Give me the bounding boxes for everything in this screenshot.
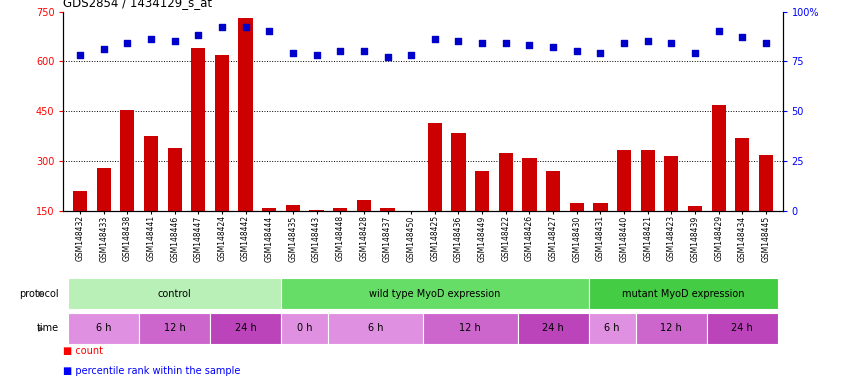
Point	[215, 25, 228, 31]
Bar	[215, 55, 229, 211]
Point	[144, 36, 157, 43]
Point	[547, 45, 560, 51]
Text: 24 h: 24 h	[234, 323, 256, 333]
Text: GDS2854 / 1434129_s_at: GDS2854 / 1434129_s_at	[63, 0, 212, 9]
Point	[428, 36, 442, 43]
Text: ■ percentile rank within the sample: ■ percentile rank within the sample	[63, 366, 241, 376]
Bar	[69, 313, 139, 344]
Bar	[210, 313, 281, 344]
Bar	[328, 313, 423, 344]
Bar	[498, 153, 513, 211]
Point	[641, 38, 655, 45]
Bar	[139, 313, 210, 344]
Text: 12 h: 12 h	[459, 323, 481, 333]
Bar	[589, 278, 777, 310]
Bar	[428, 123, 442, 211]
Text: 6 h: 6 h	[96, 323, 112, 333]
Text: ▶: ▶	[38, 324, 45, 333]
Bar	[168, 148, 182, 211]
Point	[310, 52, 323, 58]
Bar	[707, 313, 777, 344]
Bar	[357, 200, 371, 211]
Bar	[333, 208, 348, 211]
Bar	[69, 278, 281, 310]
Text: 6 h: 6 h	[368, 323, 383, 333]
Bar	[286, 205, 300, 211]
Text: 0 h: 0 h	[297, 323, 312, 333]
Text: control: control	[157, 289, 191, 299]
Bar	[522, 158, 536, 211]
Point	[333, 48, 347, 55]
Text: 12 h: 12 h	[164, 323, 185, 333]
Bar	[452, 133, 465, 211]
Point	[618, 40, 631, 46]
Bar	[381, 208, 394, 211]
Bar	[239, 18, 253, 211]
Text: protocol: protocol	[19, 289, 59, 299]
Bar	[617, 150, 631, 211]
Point	[594, 50, 607, 56]
Point	[262, 28, 276, 35]
Point	[357, 48, 371, 55]
Point	[168, 38, 181, 45]
Point	[97, 46, 111, 53]
Text: ▶: ▶	[38, 289, 45, 298]
Bar	[569, 203, 584, 211]
Point	[499, 40, 513, 46]
Point	[570, 48, 584, 55]
Point	[239, 25, 252, 31]
Bar	[120, 110, 135, 211]
Text: 12 h: 12 h	[661, 323, 682, 333]
Bar	[518, 313, 589, 344]
Bar	[310, 210, 324, 211]
Point	[404, 52, 418, 58]
Point	[74, 52, 87, 58]
Bar	[262, 208, 277, 211]
Bar	[688, 206, 702, 211]
Point	[523, 42, 536, 48]
Text: 24 h: 24 h	[732, 323, 753, 333]
Point	[735, 35, 749, 41]
Bar	[593, 203, 607, 211]
Point	[286, 50, 299, 56]
Bar	[711, 105, 726, 211]
Point	[475, 40, 489, 46]
Point	[689, 50, 702, 56]
Text: 24 h: 24 h	[542, 323, 564, 333]
Text: ■ count: ■ count	[63, 346, 103, 356]
Point	[452, 38, 465, 45]
Point	[759, 40, 772, 46]
Bar	[281, 313, 328, 344]
Point	[665, 40, 678, 46]
Bar	[191, 48, 206, 211]
Text: mutant MyoD expression: mutant MyoD expression	[622, 289, 744, 299]
Bar	[281, 278, 589, 310]
Bar	[735, 138, 750, 211]
Point	[191, 32, 205, 38]
Bar	[546, 171, 560, 211]
Text: 6 h: 6 h	[605, 323, 620, 333]
Bar	[423, 313, 518, 344]
Point	[381, 55, 394, 61]
Point	[120, 40, 134, 46]
Bar	[759, 155, 773, 211]
Bar	[475, 171, 489, 211]
Bar	[589, 313, 636, 344]
Text: time: time	[37, 323, 59, 333]
Bar	[664, 156, 678, 211]
Text: wild type MyoD expression: wild type MyoD expression	[369, 289, 501, 299]
Bar	[96, 168, 111, 211]
Bar	[144, 136, 158, 211]
Point	[712, 28, 726, 35]
Bar	[73, 191, 87, 211]
Bar	[640, 150, 655, 211]
Bar	[636, 313, 707, 344]
